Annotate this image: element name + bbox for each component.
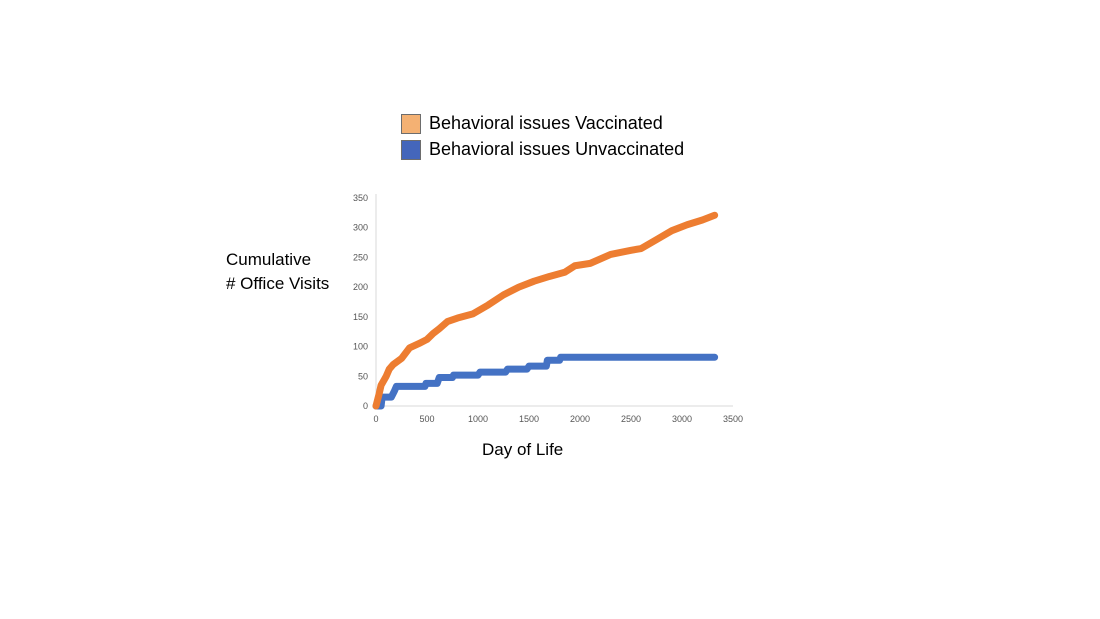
x-tick-label: 3000: [672, 414, 692, 424]
y-tick-label: 250: [353, 252, 368, 262]
x-tick-label: 2000: [570, 414, 590, 424]
series-line-unvaccinated: [372, 353, 719, 410]
legend-swatch-vaccinated: [401, 113, 421, 134]
x-tick-label: 2500: [621, 414, 641, 424]
legend-item-unvaccinated: Behavioral issues Unvaccinated: [401, 139, 684, 160]
x-tick-label: 1000: [468, 414, 488, 424]
x-axis-label: Day of Life: [482, 440, 564, 459]
y-axis-label-line-1: Cumulative: [226, 250, 312, 269]
y-tick-label: 200: [353, 282, 368, 292]
x-tick-label: 0: [373, 414, 378, 424]
legend-label-unvaccinated: Behavioral issues Unvaccinated: [429, 139, 685, 159]
legend-item-vaccinated: Behavioral issues Vaccinated: [401, 113, 663, 134]
y-axis-label: Cumulative # Office Visits: [226, 248, 329, 296]
x-tick-label: 500: [419, 414, 434, 424]
x-tick-label: 3500: [723, 414, 743, 424]
y-tick-label: 150: [353, 312, 368, 322]
y-tick-label: 0: [363, 401, 368, 411]
legend-swatch-unvaccinated: [401, 139, 421, 160]
y-tick-label: 300: [353, 223, 368, 233]
legend-label-vaccinated: Behavioral issues Vaccinated: [429, 113, 663, 133]
y-axis-label-line-2: # Office Visits: [226, 274, 330, 293]
series-line-vaccinated: [372, 211, 719, 410]
y-tick-label: 100: [353, 342, 368, 352]
y-tick-label: 50: [358, 371, 368, 381]
x-tick-label: 1500: [519, 414, 539, 424]
y-tick-label: 350: [353, 193, 368, 203]
